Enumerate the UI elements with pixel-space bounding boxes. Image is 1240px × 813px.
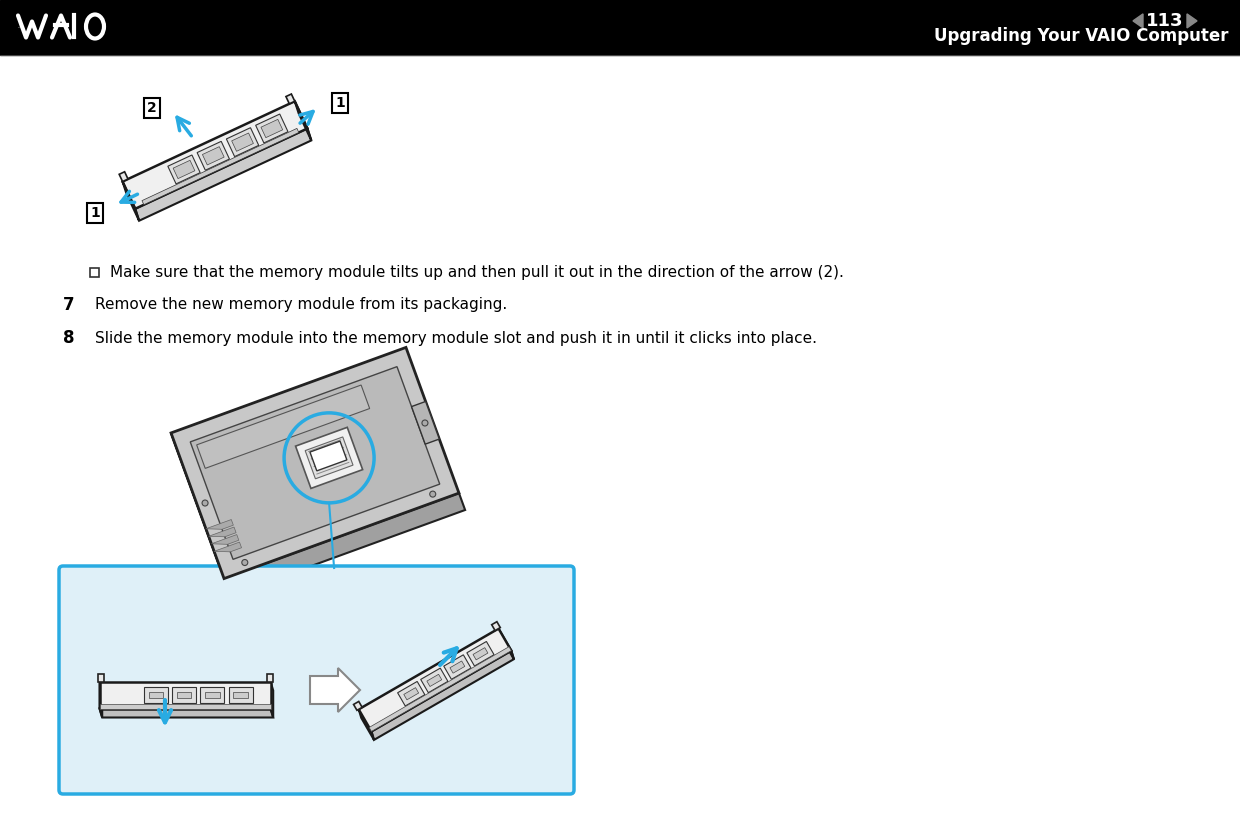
Polygon shape (123, 102, 308, 209)
Polygon shape (305, 437, 353, 479)
Polygon shape (98, 674, 103, 681)
Polygon shape (167, 155, 200, 184)
Text: οAIO: οAIO (19, 27, 21, 28)
Polygon shape (398, 681, 425, 706)
Polygon shape (444, 654, 471, 680)
Polygon shape (197, 141, 229, 170)
Text: 7: 7 (63, 296, 74, 314)
Polygon shape (295, 428, 362, 489)
Polygon shape (1133, 14, 1143, 28)
Polygon shape (372, 650, 513, 740)
Polygon shape (466, 641, 494, 666)
Polygon shape (208, 527, 236, 537)
Polygon shape (472, 648, 487, 660)
Polygon shape (190, 367, 440, 559)
Polygon shape (211, 535, 239, 545)
Text: Upgrading Your VAIO Computer: Upgrading Your VAIO Computer (934, 27, 1228, 45)
Polygon shape (228, 687, 253, 703)
Polygon shape (141, 128, 299, 205)
Circle shape (202, 500, 208, 506)
Polygon shape (215, 542, 242, 552)
Polygon shape (370, 646, 511, 732)
Bar (91, 268, 99, 277)
Polygon shape (123, 181, 139, 221)
Polygon shape (233, 692, 248, 698)
Polygon shape (99, 703, 270, 708)
Polygon shape (353, 702, 362, 711)
Polygon shape (99, 681, 102, 718)
Polygon shape (255, 114, 288, 143)
Polygon shape (260, 120, 283, 137)
Polygon shape (224, 493, 465, 595)
Polygon shape (135, 128, 311, 221)
Bar (0, 0, 1240, 55)
Polygon shape (427, 674, 441, 686)
Polygon shape (492, 622, 500, 631)
Text: Slide the memory module into the memory module slot and push it in until it clic: Slide the memory module into the memory … (95, 331, 817, 346)
Polygon shape (1187, 14, 1197, 28)
Polygon shape (358, 628, 511, 732)
Polygon shape (310, 668, 360, 712)
Polygon shape (450, 661, 465, 673)
FancyBboxPatch shape (60, 566, 574, 794)
Polygon shape (174, 160, 195, 179)
Polygon shape (205, 692, 219, 698)
Polygon shape (358, 709, 374, 740)
Polygon shape (267, 674, 273, 681)
Polygon shape (202, 146, 224, 165)
Polygon shape (412, 402, 439, 444)
Polygon shape (498, 628, 513, 659)
Text: Remove the new memory module from its packaging.: Remove the new memory module from its pa… (95, 298, 507, 312)
Polygon shape (286, 94, 295, 104)
Text: Make sure that the memory module tilts up and then pull it out in the direction : Make sure that the memory module tilts u… (110, 264, 844, 280)
Polygon shape (420, 668, 448, 693)
Polygon shape (172, 687, 196, 703)
Polygon shape (171, 433, 231, 595)
Circle shape (242, 559, 248, 566)
Polygon shape (206, 520, 233, 529)
Polygon shape (99, 708, 273, 718)
Text: 1: 1 (91, 206, 100, 220)
Polygon shape (295, 102, 311, 141)
Circle shape (422, 420, 428, 426)
Text: 113: 113 (1146, 12, 1184, 30)
Text: 1: 1 (335, 96, 345, 110)
Polygon shape (310, 441, 347, 471)
Polygon shape (144, 687, 167, 703)
Polygon shape (404, 688, 419, 700)
Polygon shape (171, 347, 459, 579)
Polygon shape (177, 692, 191, 698)
Polygon shape (201, 687, 224, 703)
Polygon shape (149, 692, 164, 698)
Polygon shape (232, 133, 253, 151)
Polygon shape (227, 128, 259, 157)
Circle shape (430, 491, 435, 497)
Text: 2: 2 (148, 101, 157, 115)
Polygon shape (99, 681, 270, 708)
Polygon shape (197, 385, 370, 468)
Text: 8: 8 (63, 329, 74, 347)
Polygon shape (270, 681, 273, 718)
Polygon shape (119, 172, 128, 181)
